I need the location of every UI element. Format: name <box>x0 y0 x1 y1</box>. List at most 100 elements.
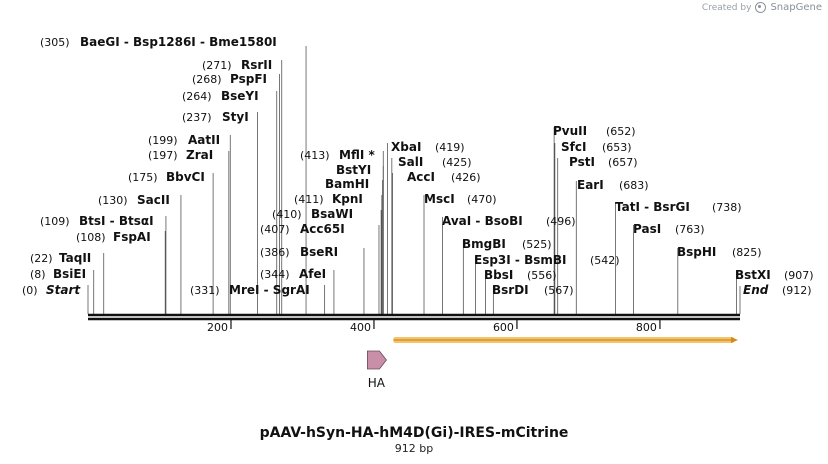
site-position: (0) <box>22 284 38 297</box>
site-position: (22) <box>30 252 53 265</box>
site-position: (344) <box>260 268 290 281</box>
site-position: (237) <box>182 111 212 124</box>
site-name: BbsI <box>484 268 513 282</box>
site-label[interactable]: (470) MscI <box>424 192 497 206</box>
site-label[interactable]: (411) KpnI <box>294 192 363 206</box>
site-position: (130) <box>98 194 128 207</box>
site-position: (413) <box>300 149 330 162</box>
site-name: TatI - BsrGI <box>615 200 690 214</box>
site-label[interactable]: (109) BtsI - BtsαI <box>40 214 154 228</box>
site-label[interactable]: (410) BsaWI <box>272 207 353 221</box>
site-position: (264) <box>182 90 212 103</box>
sequence-map: (0) Start (8) BsiEI (22) TaqII (108) FspAI (109)… <box>22 35 814 390</box>
site-label[interactable]: (175) BbvCI <box>128 170 205 184</box>
site-label[interactable]: (386) BseRI <box>260 245 338 259</box>
site-name: AatII <box>188 133 220 147</box>
site-label[interactable]: (22) TaqII <box>30 251 91 265</box>
site-name: Start <box>46 283 81 297</box>
site-position: (331) <box>190 284 220 297</box>
site-label[interactable]: (407) Acc65I <box>260 222 345 236</box>
site-label[interactable]: (657) PstI <box>569 155 638 169</box>
site-name: AvaI - BsoBI <box>442 214 523 228</box>
site-position: (556) <box>527 269 557 282</box>
site-label[interactable]: (556) BbsI <box>484 268 557 282</box>
site-name: StyI <box>222 110 249 124</box>
site-position: (8) <box>30 268 46 281</box>
site-position: (175) <box>128 171 158 184</box>
site-name: BsrDI <box>492 283 529 297</box>
orf-arrowhead-icon <box>731 337 738 343</box>
site-name: PspFI <box>230 72 267 86</box>
site-label[interactable]: (197) ZraI <box>148 148 213 162</box>
site-label[interactable]: (331) MreI - SgrAI <box>190 283 310 297</box>
site-name: End <box>743 283 769 297</box>
site-position: (825) <box>732 246 762 259</box>
site-position: (657) <box>608 156 638 169</box>
site-label[interactable]: (652) PvuII <box>553 124 636 138</box>
site-label[interactable]: (425) SalI <box>398 155 472 169</box>
site-label[interactable]: (199) AatII <box>148 133 220 147</box>
axis-tick-label: 200 <box>207 321 228 334</box>
site-position: (419) <box>435 141 465 154</box>
site-label[interactable]: (653) SfcI <box>561 140 632 154</box>
ha-feature-label: HA <box>368 376 386 390</box>
ha-feature-arrow[interactable] <box>367 350 387 370</box>
site-name: SacII <box>137 193 170 207</box>
site-position: (425) <box>442 156 472 169</box>
snapgene-logo-icon <box>755 2 767 13</box>
site-name: AccI <box>407 170 435 184</box>
site-position: (567) <box>544 284 574 297</box>
site-label[interactable]: (130) SacII <box>98 193 170 207</box>
site-name: ZraI <box>186 148 213 162</box>
site-name: XbaI <box>391 140 421 154</box>
brand-text: SnapGene <box>770 2 822 13</box>
site-position: (305) <box>40 36 70 49</box>
site-name: BtsI - BtsαI <box>79 214 154 228</box>
site-label[interactable]: (305) BaeGI - Bsp1286I - Bme1580I <box>40 35 277 49</box>
site-name: FspAI <box>113 230 151 244</box>
site-label[interactable]: (413) MflI * <box>300 148 375 162</box>
site-label[interactable]: (0) Start <box>22 283 81 297</box>
site-name: BamHI <box>325 177 369 191</box>
site-name: BstXI <box>735 268 771 282</box>
site-position: (907) <box>784 269 814 282</box>
site-position: (410) <box>272 208 302 221</box>
site-name: SfcI <box>561 140 586 154</box>
site-label[interactable]: (8) BsiEI <box>30 267 86 281</box>
site-label[interactable]: BstYI <box>336 163 371 177</box>
site-label[interactable]: (525) BmgBI <box>462 237 552 251</box>
site-label[interactable]: (426) AccI <box>407 170 481 184</box>
site-label[interactable]: (907) BstXI <box>735 268 814 282</box>
site-position: (652) <box>606 125 636 138</box>
site-position: (108) <box>76 231 106 244</box>
site-label[interactable]: (912) End <box>743 283 812 297</box>
site-name: MscI <box>424 192 455 206</box>
site-label[interactable]: (683) EarI <box>577 178 649 192</box>
site-label[interactable]: (567) BsrDI <box>492 283 574 297</box>
site-label[interactable]: (108) FspAI <box>76 230 151 244</box>
site-name: BspHI <box>677 245 716 259</box>
axis-tick-label: 400 <box>350 321 371 334</box>
site-name: PstI <box>569 155 595 169</box>
site-label[interactable]: (419) XbaI <box>391 140 465 154</box>
site-label[interactable]: (825) BspHI <box>677 245 762 259</box>
site-label[interactable]: (344) AfeI <box>260 267 326 281</box>
site-label[interactable]: (542) Esp3I - BsmBI <box>474 253 620 267</box>
site-position: (109) <box>40 215 70 228</box>
site-label[interactable]: BamHI <box>325 177 369 191</box>
site-label[interactable]: (738) TatI - BsrGI <box>615 200 742 214</box>
construct-title: pAAV-hSyn-HA-hM4D(Gi)-IRES-mCitrine <box>259 425 569 441</box>
site-label[interactable]: (237) StyI <box>182 110 249 124</box>
site-label[interactable]: (264) BseYI <box>182 89 259 103</box>
site-name: EarI <box>577 178 604 192</box>
site-position: (496) <box>546 215 576 228</box>
site-name: BseRI <box>300 245 338 259</box>
site-name: MflI * <box>339 148 375 162</box>
site-label[interactable]: (271) RsrII <box>202 58 272 72</box>
axis-tick-label: 800 <box>636 321 657 334</box>
created-by-text: Created by <box>701 2 752 13</box>
site-position: (199) <box>148 134 178 147</box>
site-label[interactable]: (268) PspFI <box>192 72 267 86</box>
site-label[interactable]: (763) PasI <box>633 222 705 236</box>
site-label[interactable]: (496) AvaI - BsoBI <box>442 214 576 228</box>
